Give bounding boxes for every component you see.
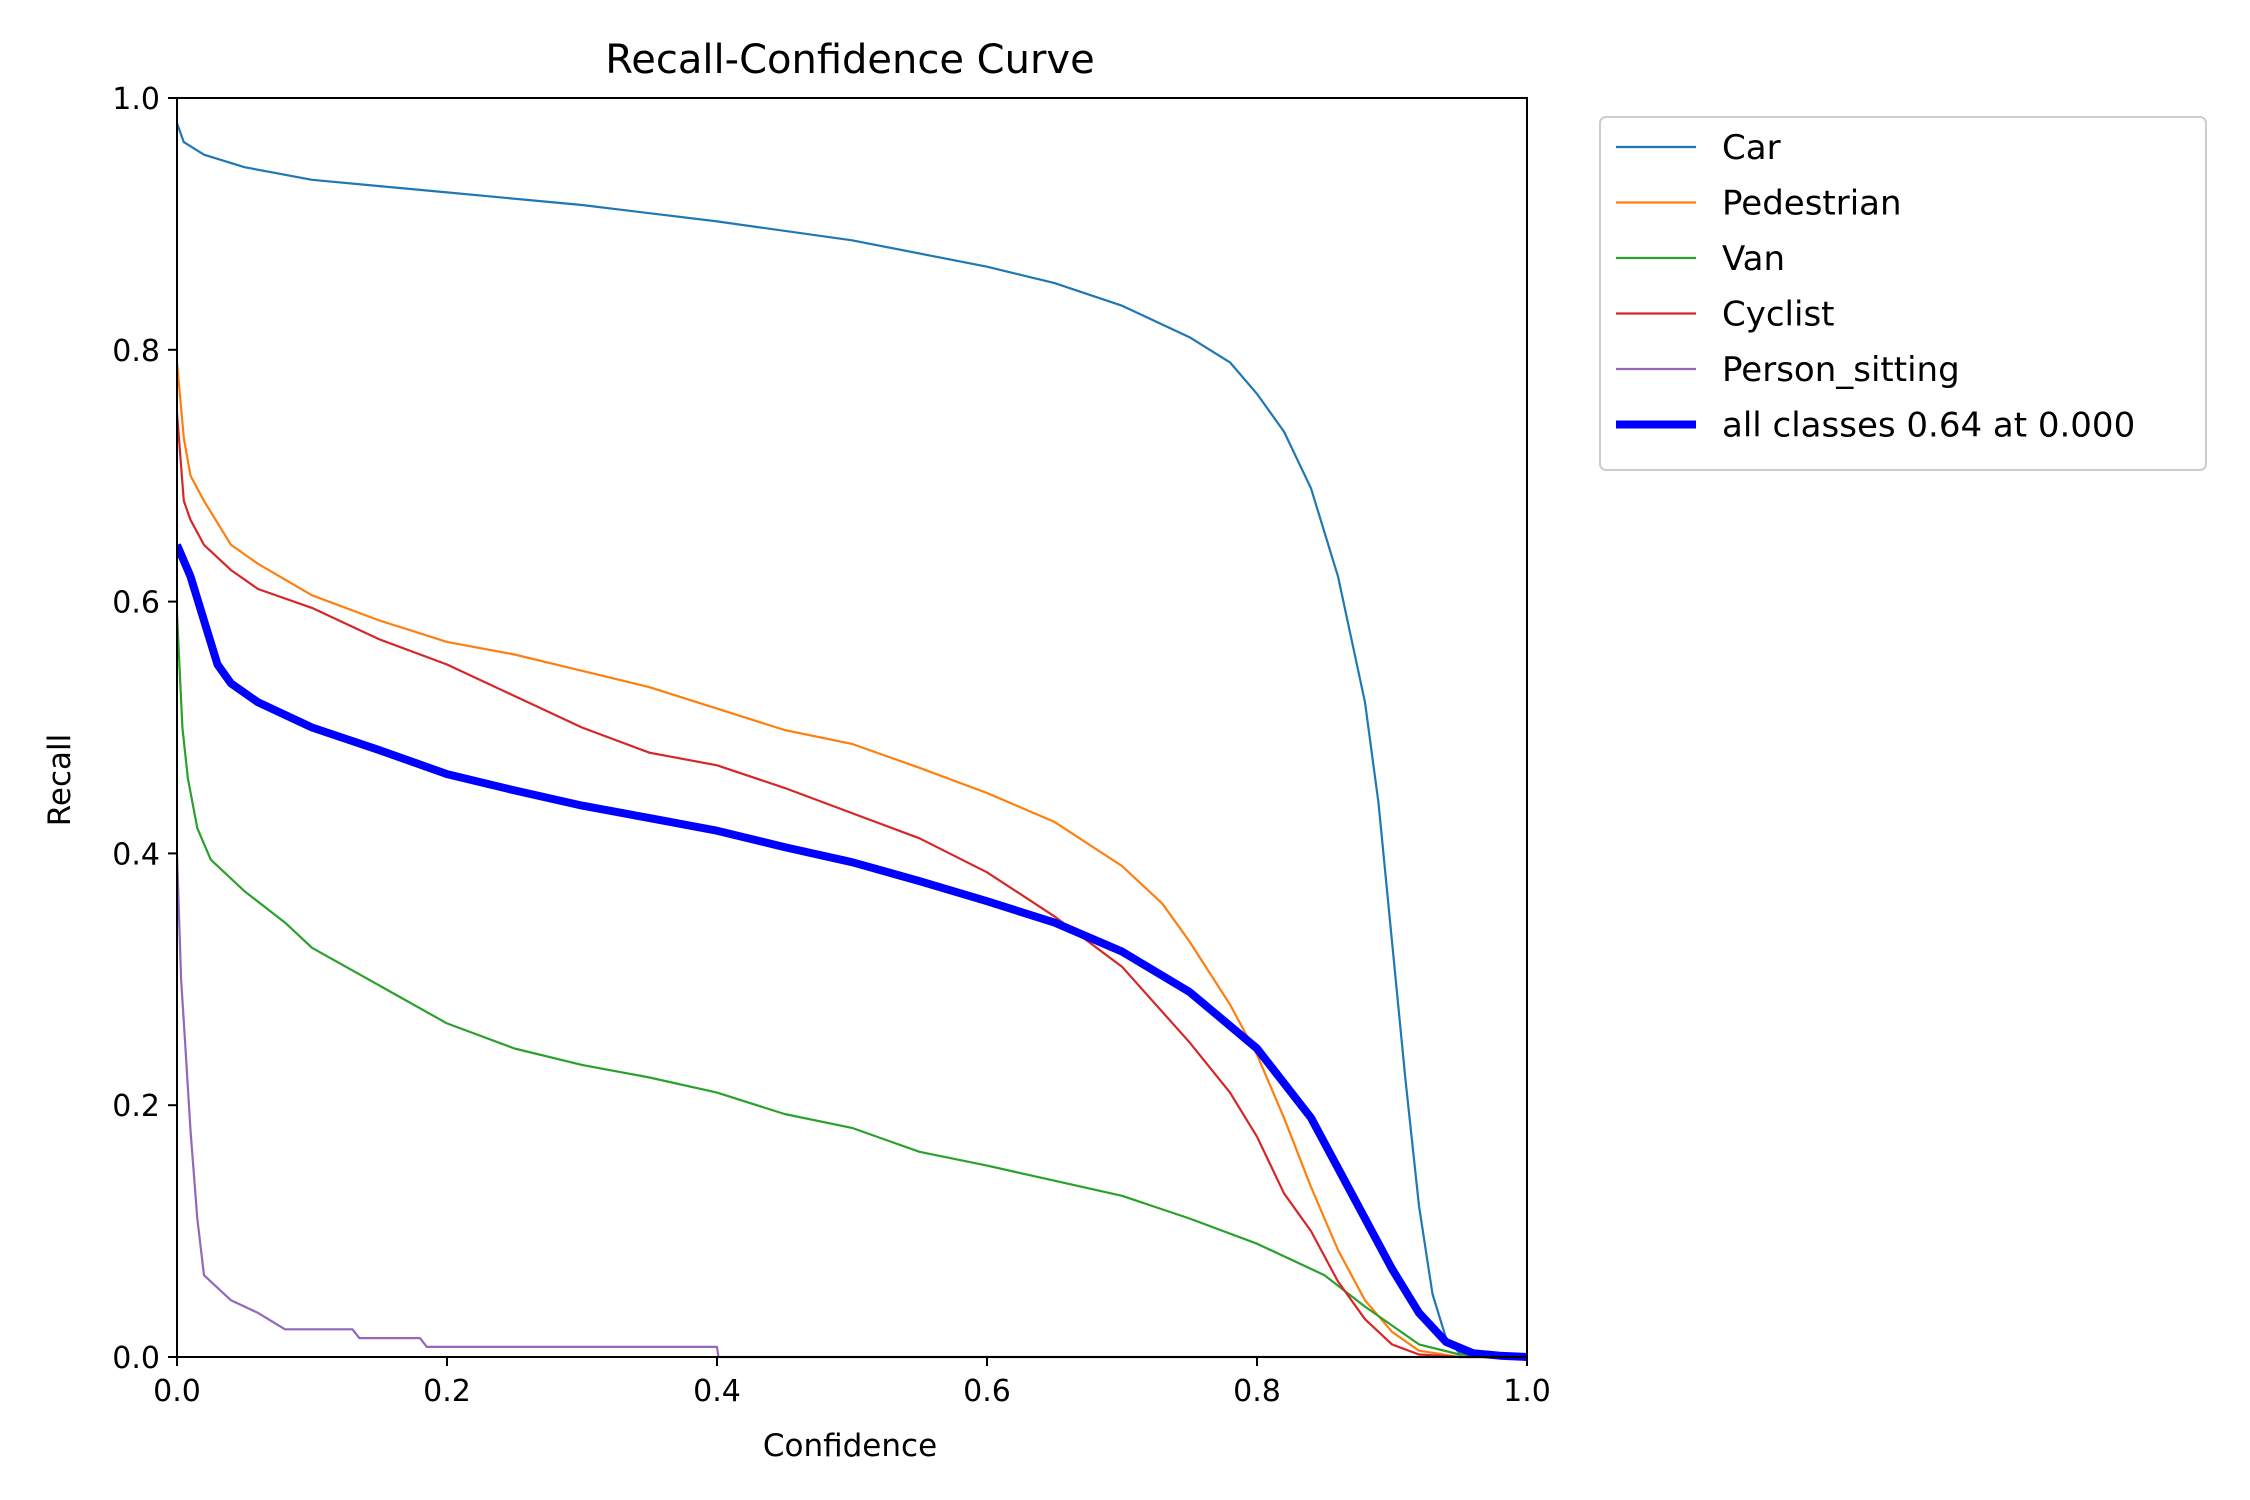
legend-label: Pedestrian — [1722, 184, 1902, 224]
axes: 0.0 0.2 0.4 0.6 0.8 1.0 0.0 0.2 0.4 0.6 0.8 1.0 — [112, 82, 1551, 1409]
y-tick-label: 0.8 — [112, 334, 160, 369]
y-tick-label: 0.2 — [112, 1089, 160, 1124]
chart-title: Recall-Confidence Curve — [605, 37, 1094, 83]
series-line-5 — [177, 543, 1528, 1361]
legend-label: Person_sitting — [1722, 350, 1960, 390]
x-tick-label: 1.0 — [1503, 1374, 1551, 1409]
x-tick-label: 0.6 — [963, 1374, 1011, 1409]
y-tick-label: 1.0 — [112, 82, 160, 117]
series-line-0 — [177, 122, 1528, 1359]
x-axis-label: Confidence — [763, 1428, 937, 1464]
series-line-4 — [177, 853, 1527, 1359]
plot-area — [177, 122, 1528, 1361]
series-line-1 — [177, 362, 1527, 1359]
legend-label: Van — [1722, 239, 1785, 279]
x-tick-label: 0.0 — [153, 1374, 201, 1409]
x-tick-label: 0.4 — [693, 1374, 741, 1409]
legend-label: Car — [1722, 128, 1781, 168]
legend: Car Pedestrian Van Cyclist Person_sittingall… — [1599, 116, 2207, 471]
x-tick-label: 0.2 — [423, 1374, 471, 1409]
y-tick-label: 0.0 — [112, 1341, 160, 1376]
y-tick-label: 0.4 — [112, 837, 160, 872]
plot-frame — [176, 97, 1528, 1358]
series-line-2 — [177, 614, 1528, 1359]
legend-label: all classes 0.64 at 0.000 — [1722, 406, 2135, 446]
y-axis-label: Recall — [42, 734, 78, 827]
y-tick-label: 0.6 — [112, 586, 160, 621]
legend-label: Cyclist — [1722, 295, 1835, 335]
x-tick-label: 0.8 — [1233, 1374, 1281, 1409]
legend-box — [1599, 116, 2207, 471]
series-line-3 — [177, 412, 1527, 1359]
